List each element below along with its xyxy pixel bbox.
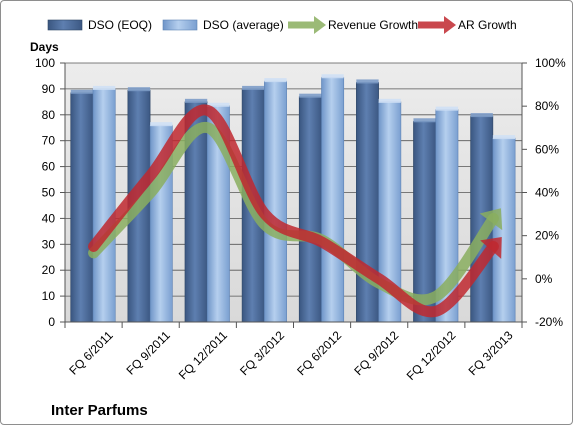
legend-label: AR Growth [458, 18, 517, 32]
ar-growth-line [88, 104, 499, 318]
x-tick-label: FQ 3/2012 [237, 328, 287, 378]
legend-label: Revenue Growth [328, 18, 418, 32]
y-tick-label: 0 [48, 315, 55, 329]
y-tick-label: 70 [42, 134, 56, 148]
bar-top [492, 135, 516, 140]
x-tick-label: FQ 9/2011 [123, 328, 173, 378]
x-tick-label: FQ 12/2012 [404, 328, 459, 383]
y2-tick-label: 60% [535, 142, 559, 156]
legend-swatch [47, 19, 83, 31]
y2-tick-label: 20% [535, 229, 559, 243]
x-tick-label: FQ 6/2011 [66, 328, 116, 378]
bar-top [470, 113, 493, 118]
y2-tick-label: 100% [535, 56, 566, 70]
bar-top [242, 85, 265, 90]
y-tick-label: 40 [42, 211, 56, 225]
bar-top [150, 122, 173, 127]
x-tick-label: FQ 9/2012 [351, 328, 401, 378]
y2-tick-label: 80% [535, 99, 559, 113]
legend: DSO (EOQ) DSO (average) Revenue Growth AR G… [47, 16, 517, 34]
y2-tick-label: 40% [535, 186, 559, 200]
y-tick-label: 100 [35, 56, 55, 70]
bar-dso-average [321, 76, 345, 323]
bar-top [378, 98, 401, 103]
y-tick-label: 80 [42, 108, 56, 122]
y-axis-label: Days [30, 40, 59, 54]
bar-dso-eoq [70, 92, 94, 323]
bar-top [356, 79, 379, 84]
revenue-growth-line [88, 122, 499, 306]
y-tick-label: 90 [42, 82, 56, 96]
bar-top [299, 93, 322, 98]
bar-top [184, 98, 208, 103]
bar-dso-eoq [413, 120, 437, 323]
legend-swatch-arrow [314, 16, 326, 34]
ar-growth-arrowhead [480, 237, 502, 259]
x-tick-label: FQ 3/2013 [466, 328, 516, 378]
legend-swatch [162, 19, 198, 31]
x-tick-label: FQ 6/2012 [294, 328, 344, 378]
y-tick-label: 30 [42, 237, 56, 251]
legend-swatch-arrow [444, 16, 456, 34]
y2-tick-label: -20% [535, 315, 563, 329]
y-tick-label: 10 [42, 289, 56, 303]
bar-dso-average [492, 137, 516, 323]
bar-top [321, 74, 344, 79]
bar-dso-average [264, 80, 287, 323]
bar-top [207, 102, 230, 107]
y-tick-label: 50 [42, 186, 56, 200]
bar-dso-average [92, 88, 116, 323]
chart-title: Inter Parfums [51, 402, 148, 419]
bar-top [413, 118, 436, 123]
y-tick-label: 20 [42, 263, 56, 277]
legend-label: DSO (average) [203, 18, 284, 32]
y2-tick-label: 0% [535, 272, 553, 286]
bar-top [264, 78, 287, 83]
lines-group [88, 104, 503, 318]
bar-top [70, 89, 93, 94]
bar-top [92, 85, 116, 90]
y-tick-label: 60 [42, 160, 56, 174]
revenue-growth-arrowhead [479, 208, 503, 231]
x-tick-label: FQ 12/2011 [176, 328, 230, 382]
bar-top [435, 106, 459, 111]
bar-dso-eoq [298, 96, 322, 323]
bar-top [127, 87, 151, 92]
legend-label: DSO (EOQ) [88, 18, 152, 32]
